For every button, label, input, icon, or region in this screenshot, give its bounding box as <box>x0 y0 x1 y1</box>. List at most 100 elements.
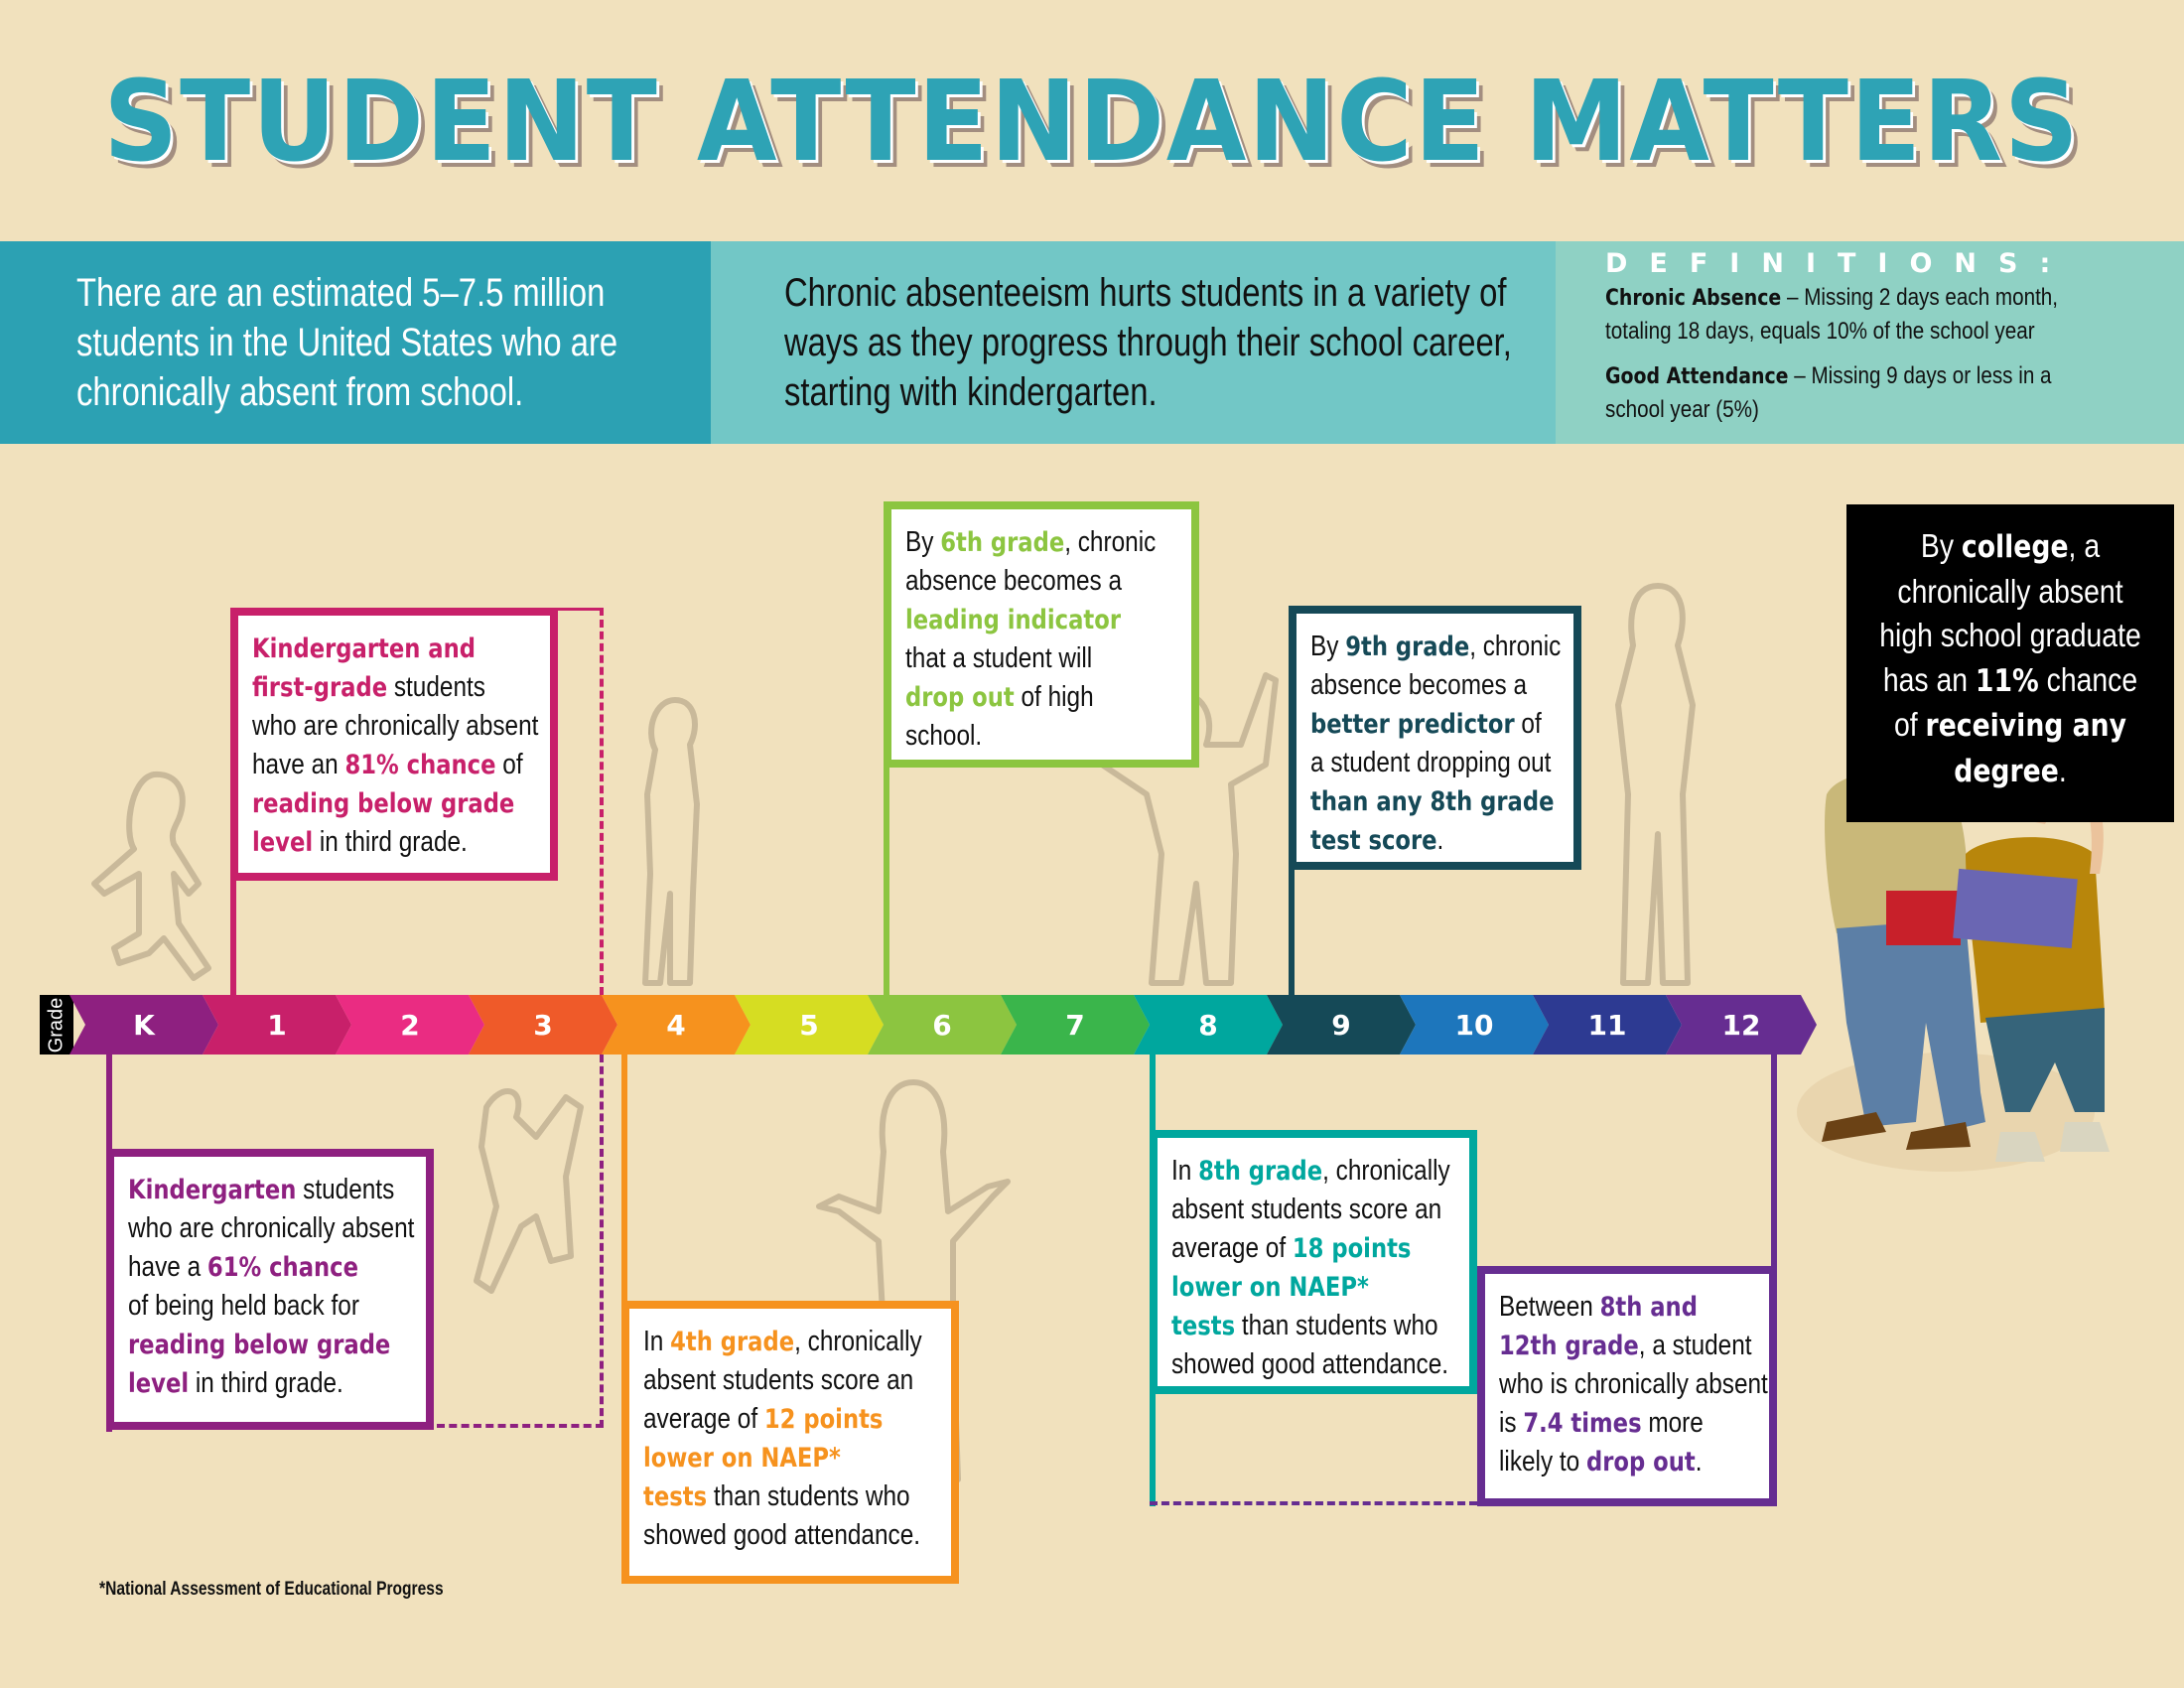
grade-label: 10 <box>1454 1008 1494 1042</box>
callout-text-run: students <box>296 1174 395 1205</box>
grade-segment-4: 4 <box>602 995 751 1055</box>
connector-dash-k <box>600 1055 604 1428</box>
definition-term: Good Attendance <box>1605 364 1789 389</box>
callout-line: showed good attendance. <box>1171 1345 1448 1384</box>
callout-text-run: than students who <box>1235 1310 1438 1341</box>
callout-text-run: In <box>643 1326 671 1357</box>
callout-text-run: By <box>1310 631 1346 662</box>
definition-text: totaling 18 days, equals 10% of the scho… <box>1605 318 2035 345</box>
callout-line: showed good attendance. <box>643 1516 920 1555</box>
intro-stat-line: chronically absent from school. <box>76 370 524 414</box>
callout-text-run: than students who <box>707 1480 910 1512</box>
callout-text-run: who are chronically absent <box>252 710 539 742</box>
callout-highlight: drop out <box>905 682 1015 713</box>
callout-highlight: 4th grade <box>670 1327 795 1357</box>
callout-line: By 6th grade, chronic <box>905 523 1156 562</box>
callout-text-run: who is chronically absent <box>1499 1368 1768 1400</box>
callout-text-run: of <box>1514 708 1542 740</box>
callout-grade-6: By 6th grade, chronic absence becomes a le… <box>884 501 1199 768</box>
callout-line: Between 8th and <box>1499 1288 1712 1327</box>
callout-text-run: absence becomes a <box>905 565 1123 597</box>
callout-highlight: 18 points <box>1292 1233 1412 1264</box>
callout-text-run: of <box>495 749 523 780</box>
grade-segment-12: 12 <box>1666 995 1817 1055</box>
callout-line: tests than students who <box>1171 1307 1438 1345</box>
definition-text: – Missing 2 days each month, <box>1781 284 2059 311</box>
callout-line: level in third grade. <box>128 1364 365 1403</box>
grade-segment-3: 3 <box>469 995 617 1055</box>
callout-text-run: have an <box>252 749 345 780</box>
grade-label: 7 <box>1065 1008 1085 1042</box>
callout-line: who are chronically absent <box>252 707 538 746</box>
callout-line: school. <box>905 717 1132 756</box>
callout-highlight: than any 8th grade <box>1310 786 1555 817</box>
callout-line: In 8th grade, chronically <box>1171 1152 1450 1191</box>
intro-stat-line: students in the United States who are <box>76 321 618 364</box>
grade-label: 11 <box>1587 1008 1627 1042</box>
callout-line: has an 11% chance <box>1869 658 2151 704</box>
intro-stat-text: There are an estimated 5–7.5 million stu… <box>76 268 617 417</box>
callout-text-run: absent students score an <box>1171 1194 1442 1225</box>
callout-line: absent students score an <box>1171 1191 1441 1229</box>
callout-text-run: of <box>1893 706 1926 743</box>
callout-highlight: better predictor <box>1310 709 1515 740</box>
definition-chronic-absence: Chronic Absence – Missing 2 days each mo… <box>1605 281 2103 348</box>
callout-text-run: likely to <box>1499 1446 1587 1477</box>
callout-highlight: lower on NAEP* <box>1171 1272 1369 1303</box>
callout-text-run: have a <box>128 1251 207 1283</box>
intro-stat-line: There are an estimated 5–7.5 million <box>76 271 606 315</box>
callout-line: a student dropping out <box>1310 744 1551 782</box>
definition-text: – Missing 9 days or less in a <box>1788 362 2052 389</box>
callout-highlight: reading below grade <box>252 788 515 819</box>
callout-line: high school graduate <box>1869 614 2151 658</box>
callout-highlight: 11% <box>1975 662 2039 699</box>
footnote: *National Assessment of Educational Prog… <box>99 1579 444 1600</box>
callout-text: By 9th grade, chronic absence becomes a be… <box>1310 628 1561 860</box>
intro-description-text: Chronic absenteeism hurts students in a … <box>784 268 1512 417</box>
callout-line: By college, a <box>1869 524 2151 570</box>
callout-highlight: lower on NAEP* <box>643 1443 841 1474</box>
callout-line: tests than students who <box>643 1477 910 1516</box>
callout-text-run: , chronically <box>794 1326 922 1357</box>
boy-standing-silhouette-icon <box>642 697 700 986</box>
callout-text-run: students <box>387 671 485 703</box>
callout-kindergarten-first-grade: Kindergarten and first-grade students who … <box>230 608 558 881</box>
callout-text: Between 8th and 12th grade, a student who … <box>1499 1288 1768 1481</box>
grade-label: 4 <box>666 1008 686 1042</box>
callout-text-run: absence becomes a <box>1310 669 1528 701</box>
grade-segment-6: 6 <box>868 995 1017 1055</box>
callout-text: By 6th grade, chronic absence becomes a le… <box>905 523 1156 756</box>
callout-text-run: average of <box>1171 1232 1293 1264</box>
callout-line: chronically absent <box>1869 570 2151 615</box>
definitions-panel: DEFINITIONS: Chronic Absence – Missing 2… <box>1556 241 2184 444</box>
callout-line: better predictor of <box>1310 705 1542 744</box>
callout-highlight: first-grade <box>252 672 388 703</box>
callout-text-run: more <box>1641 1407 1704 1439</box>
child-jumping-silhouette-icon <box>474 1088 584 1294</box>
callout-text-run: , chronically <box>1322 1155 1450 1187</box>
callout-text-run: of being held back for <box>128 1290 359 1322</box>
grade-segment-9: 9 <box>1267 995 1416 1055</box>
callout-highlight: level <box>252 827 314 858</box>
callout-grade-9: By 9th grade, chronic absence becomes a be… <box>1289 606 1581 870</box>
callout-line: 12th grade, a student <box>1499 1327 1752 1365</box>
grade-segment-7: 7 <box>1001 995 1150 1055</box>
teen-standing-silhouette-icon <box>1615 583 1696 986</box>
callout-line: is 7.4 times more <box>1499 1404 1712 1443</box>
callout-line: reading below grade <box>252 784 514 823</box>
callout-text-run: is <box>1499 1407 1524 1439</box>
grade-label: K <box>133 1008 155 1042</box>
callout-line: who are chronically absent <box>128 1209 414 1248</box>
callout-text: Kindergarten and first-grade students who … <box>252 630 538 862</box>
callout-line: In 4th grade, chronically <box>643 1323 922 1361</box>
grade-segment-11: 11 <box>1533 995 1682 1055</box>
callout-line: absent students score an <box>643 1361 913 1400</box>
intro-stat-panel: There are an estimated 5–7.5 million stu… <box>0 241 711 444</box>
callout-line: average of 18 points <box>1171 1229 1412 1268</box>
callout-text-run: , a student <box>1638 1330 1752 1361</box>
grade-segment-8: 8 <box>1134 995 1283 1055</box>
callout-line: that a student will <box>905 639 1132 678</box>
callout-line: degree. <box>1869 749 2151 794</box>
callout-text-run: In <box>1171 1155 1199 1187</box>
callout-text: In 4th grade, chronically absent students… <box>643 1323 922 1555</box>
